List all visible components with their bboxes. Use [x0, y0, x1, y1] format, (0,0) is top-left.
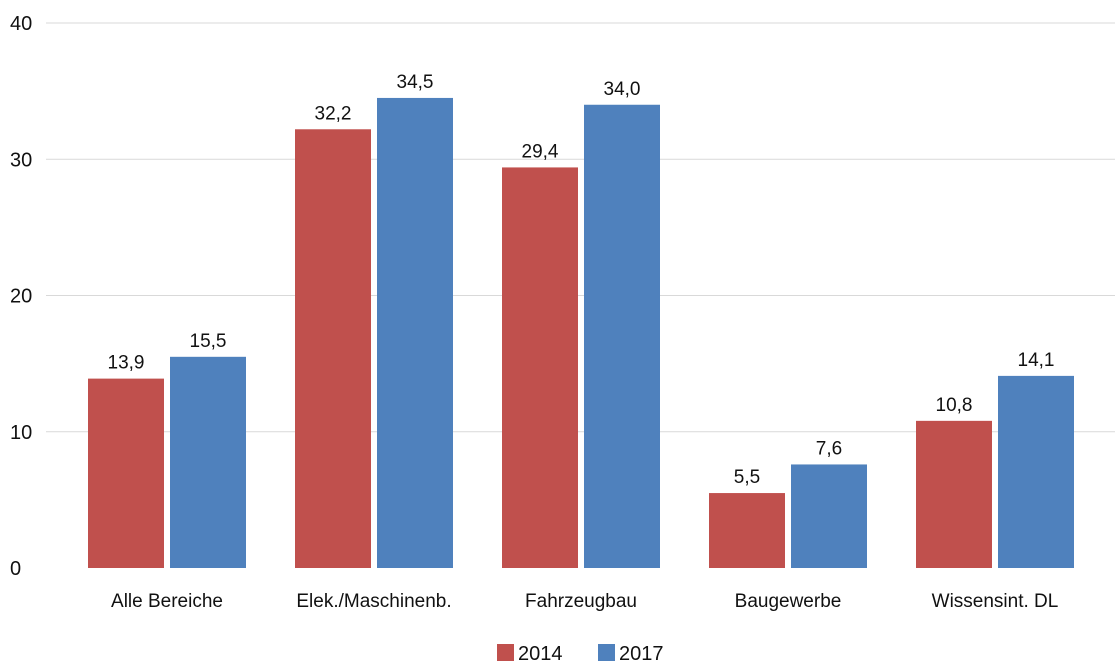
- data-label: 10,8: [936, 395, 973, 416]
- legend-swatch-2014: [497, 644, 514, 661]
- y-tick-label: 40: [10, 13, 32, 35]
- data-label: 13,9: [108, 353, 145, 374]
- data-label: 29,4: [522, 141, 559, 162]
- legend-label: 2017: [619, 643, 664, 661]
- data-label: 32,2: [315, 103, 352, 124]
- bar-2014: [916, 420, 992, 568]
- category-label: Fahrzeugbau: [525, 591, 637, 612]
- legend-label: 2014: [518, 643, 563, 661]
- bar-2017: [998, 375, 1074, 568]
- bar-2017: [377, 97, 453, 568]
- legend-swatch-2017: [598, 644, 615, 661]
- data-label: 7,6: [816, 438, 842, 459]
- y-axis-ticks: 0 10 20 30 40: [10, 13, 32, 580]
- bar-2014: [709, 493, 785, 568]
- y-tick-label: 30: [10, 149, 32, 171]
- bars: [88, 97, 1074, 569]
- category-label: Alle Bereiche: [111, 591, 223, 612]
- data-label: 5,5: [734, 467, 760, 488]
- category-label: Elek./Maschinenb.: [296, 591, 451, 612]
- bar-2014: [502, 167, 578, 569]
- y-tick-label: 20: [10, 286, 32, 308]
- x-axis-categories: Alle Bereiche Elek./Maschinenb. Fahrzeugba…: [111, 591, 1058, 612]
- bar-2014: [295, 129, 371, 568]
- y-tick-label: 10: [10, 422, 32, 444]
- bar-2017: [584, 104, 660, 568]
- category-label: Baugewerbe: [735, 591, 842, 612]
- y-tick-label: 0: [10, 558, 21, 580]
- data-label: 15,5: [190, 331, 227, 352]
- data-label: 34,0: [604, 79, 641, 100]
- data-label: 34,5: [397, 72, 434, 93]
- bar-2017: [170, 356, 246, 568]
- bar-2017: [791, 464, 867, 568]
- data-labels: 13,9 15,5 32,2 34,5 29,4 34,0 5,5 7,6 10,8 14,1: [108, 72, 1055, 488]
- legend: 2014 2017: [497, 643, 664, 661]
- bar-2014: [88, 378, 164, 568]
- category-label: Wissensint. DL: [932, 591, 1059, 612]
- data-label: 14,1: [1018, 350, 1055, 371]
